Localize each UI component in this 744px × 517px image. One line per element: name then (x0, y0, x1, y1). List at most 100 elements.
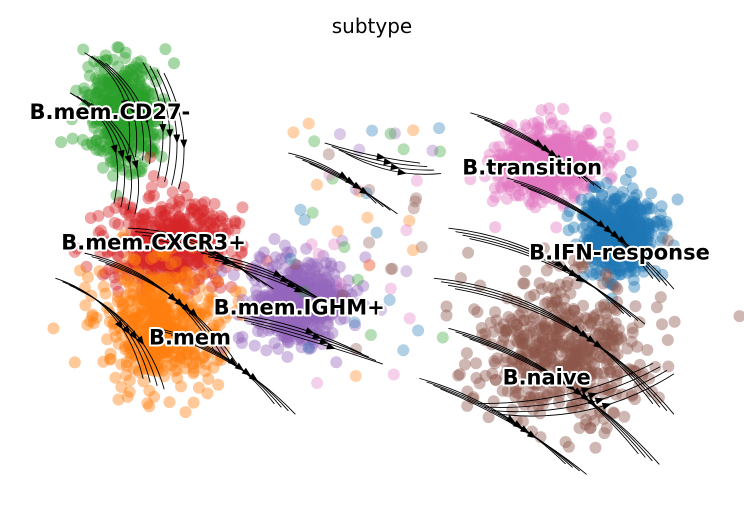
cell-point (166, 197, 179, 210)
cell-point (503, 180, 516, 193)
cell-point (165, 258, 177, 271)
cell-point (487, 325, 500, 338)
cell-point (155, 335, 168, 348)
cell-point (334, 299, 347, 312)
cell-point (151, 214, 164, 227)
cell-point (306, 309, 319, 322)
cell-point (101, 333, 114, 346)
cell-point (129, 232, 142, 245)
cell-point (654, 218, 667, 231)
cell-point (159, 304, 172, 317)
cell-point (309, 306, 322, 319)
cell-point (125, 126, 138, 139)
cell-point (216, 228, 229, 241)
cell-point (270, 258, 283, 271)
cell-point (84, 315, 97, 328)
cell-point (182, 287, 195, 300)
cell-point (155, 246, 168, 259)
cell-point (169, 253, 182, 266)
cell-point (143, 384, 156, 397)
cell-point (384, 263, 397, 275)
cell-point (139, 294, 152, 307)
cell-point (132, 323, 145, 336)
cell-point (111, 249, 124, 262)
cell-point (205, 322, 218, 335)
cell-point (151, 362, 164, 375)
cell-point (68, 356, 81, 369)
cell-point (111, 41, 124, 54)
cell-point (187, 271, 200, 284)
cell-point (120, 274, 133, 287)
cell-point (149, 337, 162, 350)
cell-point (294, 310, 307, 323)
cell-point (89, 82, 102, 95)
cell-point (136, 233, 149, 246)
cell-point (108, 271, 121, 284)
cell-point (150, 307, 163, 319)
cell-point (106, 155, 119, 168)
cell-point (117, 163, 130, 176)
cell-point (160, 359, 173, 372)
cell-point (194, 216, 207, 229)
cell-point (290, 309, 303, 322)
cell-point (182, 227, 194, 240)
cell-point (125, 124, 138, 137)
cell-point (115, 103, 128, 116)
cell-point (303, 310, 316, 323)
cell-point (272, 343, 285, 355)
cell-point (90, 134, 103, 147)
cell-point (124, 287, 137, 300)
cell-point (470, 357, 482, 370)
cell-point (260, 254, 273, 267)
cell-point (322, 148, 335, 161)
cell-point (184, 253, 197, 266)
cell-point (151, 356, 164, 369)
cell-point (156, 224, 169, 237)
cell-point (119, 119, 132, 132)
cell-point (128, 249, 141, 262)
cell-point (131, 62, 143, 75)
cell-point (199, 365, 212, 377)
cell-point (114, 196, 127, 209)
cell-point (175, 271, 188, 284)
cell-point (151, 308, 164, 321)
cell-point (134, 310, 147, 322)
cell-point (118, 228, 131, 241)
cell-point (175, 220, 188, 233)
cell-point (128, 303, 141, 316)
cell-point (170, 224, 183, 237)
cell-point (171, 242, 183, 255)
cell-point (180, 221, 193, 234)
cell-point (384, 282, 397, 295)
cell-point (132, 141, 145, 154)
cell-point (161, 266, 174, 279)
cell-point (129, 349, 142, 362)
cell-point (187, 347, 200, 360)
cell-point (108, 236, 121, 249)
cell-point (283, 303, 296, 316)
cell-point (102, 107, 115, 120)
cell-point (602, 271, 615, 284)
cell-point (521, 122, 533, 134)
cell-point (135, 139, 148, 152)
cell-point (112, 112, 125, 125)
cell-point (287, 126, 300, 139)
cell-point (301, 294, 314, 307)
cell-point (165, 325, 178, 337)
cell-point (161, 275, 174, 288)
cell-point (158, 249, 171, 262)
cell-point (140, 301, 153, 314)
cell-point (116, 111, 129, 124)
cell-point (171, 257, 184, 270)
cell-point (150, 251, 163, 264)
cell-point (103, 72, 116, 85)
cell-point (117, 298, 130, 310)
cell-point (121, 133, 134, 145)
cell-point (289, 296, 302, 308)
cell-point (80, 138, 93, 151)
cell-point (101, 144, 114, 156)
cell-point (168, 272, 181, 285)
cell-point (91, 116, 104, 129)
cell-point (142, 85, 155, 98)
cell-point (117, 72, 130, 85)
